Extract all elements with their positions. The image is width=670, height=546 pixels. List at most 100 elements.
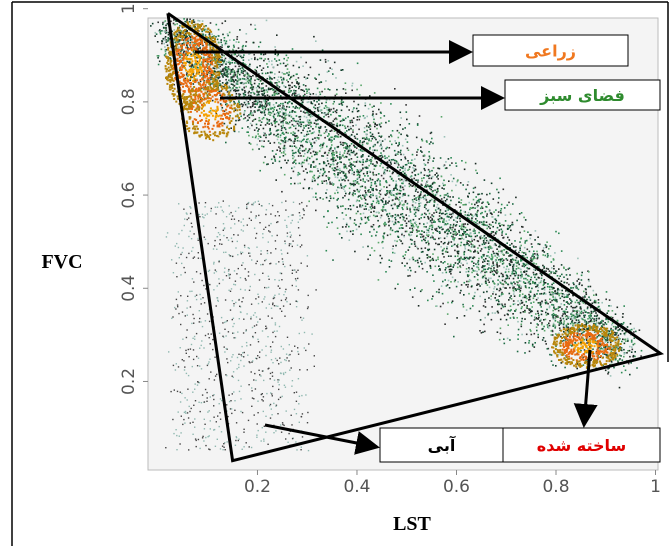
density-point [428, 242, 430, 245]
density-point [332, 184, 334, 186]
density-point [389, 161, 392, 164]
density-point [382, 197, 385, 200]
density-point [324, 105, 327, 107]
density-point [390, 227, 392, 229]
density-point [404, 172, 406, 175]
density-point [381, 201, 384, 203]
density-point [388, 212, 391, 215]
density-point [311, 145, 313, 147]
density-point [273, 94, 276, 96]
density-point [282, 119, 284, 122]
density-point [264, 114, 266, 116]
density-point [360, 169, 363, 172]
density-point [167, 39, 169, 41]
density-point [239, 67, 242, 70]
density-point [322, 155, 325, 157]
density-point [346, 147, 349, 150]
density-point [487, 313, 489, 316]
density-point [279, 115, 281, 117]
density-point [426, 184, 429, 186]
density-point [254, 24, 256, 26]
density-point [168, 38, 171, 40]
density-point [364, 175, 366, 177]
density-point [418, 202, 420, 205]
density-point [342, 196, 344, 199]
density-point [405, 214, 407, 216]
density-point [448, 203, 451, 206]
density-point [445, 220, 448, 222]
density-point [171, 30, 173, 33]
density-point [331, 144, 333, 146]
density-point [541, 274, 543, 277]
density-point [295, 60, 298, 63]
density-point [411, 199, 414, 201]
density-point [374, 215, 377, 218]
density-point [381, 140, 384, 142]
density-point [267, 140, 270, 142]
density-point [437, 258, 439, 261]
density-point [384, 223, 386, 226]
density-point [402, 165, 405, 168]
density-point [416, 208, 418, 211]
density-point [486, 224, 488, 227]
density-point [229, 89, 232, 92]
density-point [543, 280, 545, 282]
density-point [186, 39, 189, 41]
density-point [358, 171, 361, 174]
density-point [516, 350, 519, 353]
density-point [549, 301, 552, 303]
density-point [523, 277, 525, 280]
density-point [463, 251, 465, 254]
density-point [547, 254, 549, 257]
density-point [496, 188, 498, 191]
density-point [399, 166, 402, 169]
density-point [364, 104, 367, 107]
density-point [507, 227, 510, 230]
density-point [632, 354, 635, 357]
density-point [605, 339, 607, 342]
density-point [508, 239, 511, 241]
density-point [497, 279, 499, 281]
density-point [366, 217, 369, 219]
density-point [524, 242, 526, 244]
density-point [597, 306, 599, 309]
density-point [594, 300, 597, 302]
density-point [583, 330, 585, 333]
density-point [562, 323, 565, 326]
density-point [549, 255, 552, 257]
density-point [575, 305, 578, 308]
density-point [296, 81, 298, 83]
density-point [495, 244, 497, 247]
density-point [352, 129, 354, 131]
density-point [259, 169, 261, 172]
density-point [468, 278, 471, 281]
density-point [627, 362, 630, 365]
density-point [465, 233, 467, 236]
density-point [414, 174, 416, 176]
density-point [472, 206, 474, 209]
density-point [586, 307, 589, 310]
density-point [280, 129, 283, 132]
density-point [227, 85, 230, 88]
density-point [404, 169, 406, 172]
density-point [629, 345, 631, 348]
density-point [554, 252, 556, 254]
density-point [362, 246, 364, 248]
density-point [619, 333, 622, 335]
density-point [404, 164, 407, 166]
density-point [556, 300, 558, 303]
density-point [250, 110, 252, 112]
density-point [496, 256, 498, 259]
density-point [356, 206, 358, 208]
density-point [268, 104, 271, 106]
density-point [266, 77, 269, 80]
density-point [288, 84, 290, 87]
density-point [460, 289, 462, 292]
density-point [300, 163, 303, 166]
density-point [611, 348, 613, 351]
density-point [331, 154, 334, 157]
density-point [471, 271, 473, 274]
density-point [308, 157, 311, 160]
density-point [299, 115, 302, 118]
density-point [388, 218, 390, 220]
